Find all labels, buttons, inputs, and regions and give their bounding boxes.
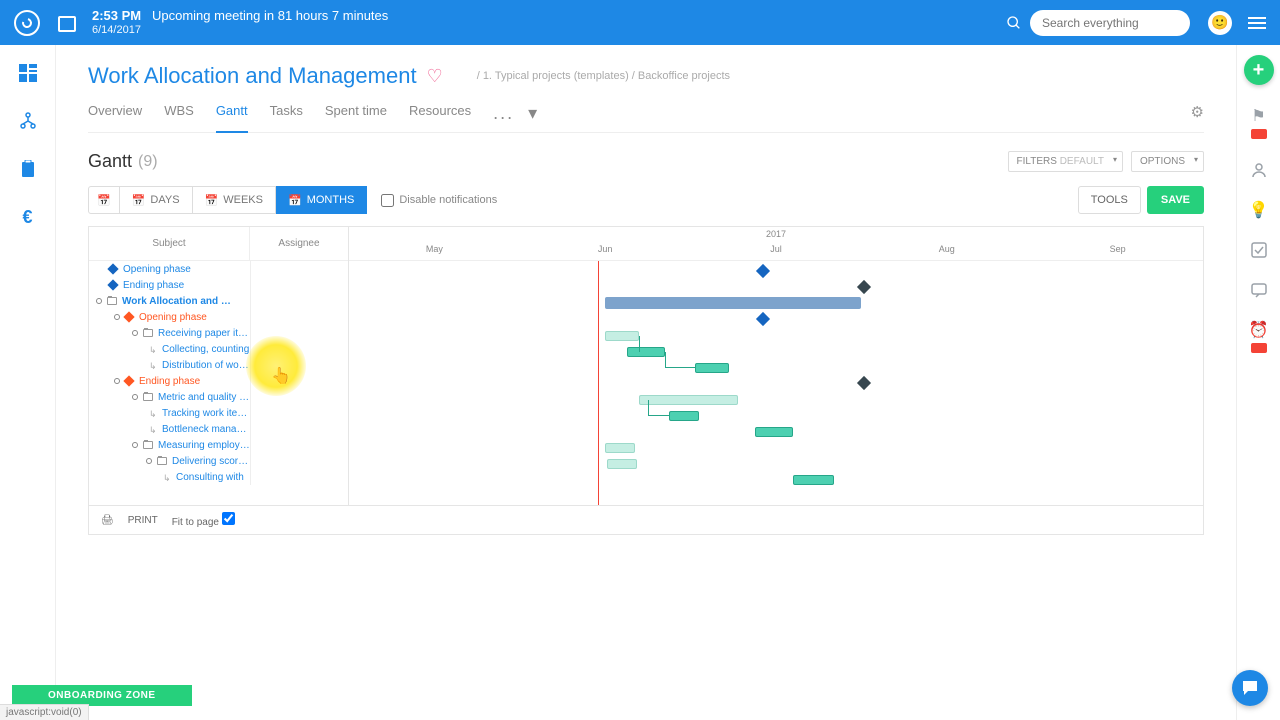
chat-fab[interactable] [1232, 670, 1268, 706]
current-date: 6/14/2017 [92, 24, 388, 37]
save-button[interactable]: SAVE [1147, 186, 1204, 214]
month-label: May [426, 244, 443, 254]
options-dropdown[interactable]: OPTIONS [1131, 151, 1204, 172]
gantt-milestone[interactable] [857, 280, 871, 294]
user-icon[interactable] [1250, 161, 1268, 179]
clipboard-icon[interactable] [18, 159, 38, 179]
tree-row[interactable]: ↳Bottleneck management [89, 421, 348, 437]
onboarding-zone[interactable]: ONBOARDING ZONE [12, 685, 192, 706]
search-input[interactable] [1030, 10, 1190, 36]
hierarchy-icon[interactable] [18, 111, 38, 131]
tree-row[interactable]: Metric and quality assessment [89, 389, 348, 405]
fit-to-page[interactable]: Fit to page [172, 512, 235, 528]
month-label: Aug [939, 244, 955, 254]
gantt-bar[interactable] [605, 297, 861, 309]
month-label: Jul [770, 244, 782, 254]
tree-row[interactable]: Delivering scorecards [89, 453, 348, 469]
col-assignee[interactable]: Assignee [250, 227, 348, 260]
gantt-title: Gantt [88, 151, 132, 172]
tab-overview[interactable]: Overview [88, 103, 142, 132]
tab-spenttime[interactable]: Spent time [325, 103, 387, 132]
gantt-footer: 🖨 PRINT Fit to page [88, 506, 1204, 535]
page-title: Work Allocation and Management [88, 63, 417, 89]
gantt-milestone[interactable] [756, 264, 770, 278]
tools-button[interactable]: TOOLS [1078, 186, 1141, 214]
tab-gantt[interactable]: Gantt [216, 103, 248, 133]
tree-row[interactable]: Ending phase [89, 373, 348, 389]
tree-row[interactable]: Work Allocation and Management [89, 293, 348, 309]
current-time: 2:53 PM [92, 8, 141, 23]
gantt-bar[interactable] [627, 347, 665, 357]
calendar-tool-icon[interactable]: 📅 [88, 186, 120, 214]
gantt-bar[interactable] [793, 475, 834, 485]
right-rail: + ⚑ 💡 ⏰ [1236, 45, 1280, 720]
tree-row[interactable]: Opening phase [89, 309, 348, 325]
month-label: Jun [598, 244, 613, 254]
print-icon[interactable]: 🖨 [101, 515, 114, 526]
tab-resources[interactable]: Resources [409, 103, 471, 132]
gear-icon[interactable]: ⚙ [1191, 103, 1204, 121]
bulb-icon[interactable]: 💡 [1250, 201, 1268, 219]
tree-row[interactable]: Measuring employee performance [89, 437, 348, 453]
gantt-timeline[interactable]: 2017 May Jun Jul Aug Sep [349, 227, 1203, 505]
timeline-year: 2017 [349, 229, 1203, 239]
tab-more[interactable]: ... ▾ [493, 103, 539, 132]
favorite-icon[interactable]: ♡ [427, 66, 443, 87]
gantt-bar[interactable] [605, 331, 639, 341]
tree-row[interactable]: Ending phase [89, 277, 348, 293]
zoom-days-button[interactable]: 📅 DAYS [120, 186, 193, 214]
tab-tasks[interactable]: Tasks [270, 103, 303, 132]
tree-row[interactable]: ↳Collecting, counting [89, 341, 348, 357]
top-bar: 2:53 PM Upcoming meeting in 81 hours 7 m… [0, 0, 1280, 45]
col-subject[interactable]: Subject [89, 227, 250, 260]
filters-dropdown[interactable]: FILTERS DEFAULT [1008, 151, 1123, 172]
alarm-icon[interactable]: ⏰ [1250, 321, 1268, 339]
alarm-badge [1251, 343, 1267, 353]
gantt-milestone[interactable] [857, 376, 871, 390]
calendar-icon[interactable] [58, 14, 76, 32]
flag-icon[interactable]: ⚑ [1250, 107, 1268, 125]
today-line [598, 261, 599, 505]
flag-badge [1251, 129, 1267, 139]
add-button[interactable]: + [1244, 55, 1274, 85]
tree-row[interactable]: ↳Tracking work items [89, 405, 348, 421]
tree-row[interactable]: Receiving paper items [89, 325, 348, 341]
dashboard-icon[interactable] [18, 63, 38, 83]
tab-bar: Overview WBS Gantt Tasks Spent time Reso… [88, 103, 1204, 133]
gantt-toolbar: 📅 📅 DAYS 📅 WEEKS 📅 MONTHS Disable notifi… [88, 186, 1204, 214]
month-label: Sep [1110, 244, 1126, 254]
tree-row[interactable]: Opening phase [89, 261, 348, 277]
gantt-bar[interactable] [755, 427, 793, 437]
gantt-count: (9) [138, 153, 158, 171]
print-button[interactable]: PRINT [128, 515, 158, 526]
time-block: 2:53 PM Upcoming meeting in 81 hours 7 m… [92, 8, 388, 37]
zoom-months-button[interactable]: 📅 MONTHS [276, 186, 367, 214]
app-logo[interactable] [14, 10, 40, 36]
main-content: Work Allocation and Management ♡ / 1. Ty… [56, 45, 1236, 720]
gantt-tree: Subject Assignee Opening phaseEnding pha… [89, 227, 349, 505]
breadcrumb[interactable]: / 1. Typical projects (templates) / Back… [477, 70, 730, 82]
hamburger-icon[interactable] [1248, 17, 1266, 29]
tab-wbs[interactable]: WBS [164, 103, 194, 132]
chat-icon[interactable] [1250, 281, 1268, 299]
tree-row[interactable]: ↳Distribution of work items [89, 357, 348, 373]
search-icon[interactable] [1006, 15, 1022, 31]
gantt-bar[interactable] [605, 443, 635, 453]
avatar[interactable]: 🙂 [1208, 11, 1232, 35]
check-icon[interactable] [1250, 241, 1268, 259]
gantt-panel: Subject Assignee Opening phaseEnding pha… [88, 226, 1204, 506]
left-nav: € [0, 45, 56, 720]
zoom-weeks-button[interactable]: 📅 WEEKS [193, 186, 276, 214]
tree-row[interactable]: ↳Consulting with [89, 469, 348, 485]
gantt-bar[interactable] [669, 411, 699, 421]
euro-icon[interactable]: € [18, 207, 38, 227]
disable-notifications-checkbox[interactable]: Disable notifications [381, 194, 497, 207]
gantt-milestone[interactable] [756, 312, 770, 326]
gantt-bar[interactable] [695, 363, 729, 373]
meeting-note: Upcoming meeting in 81 hours 7 minutes [152, 8, 388, 23]
browser-statusbar: javascript:void(0) [0, 704, 89, 720]
gantt-bar[interactable] [607, 459, 637, 469]
